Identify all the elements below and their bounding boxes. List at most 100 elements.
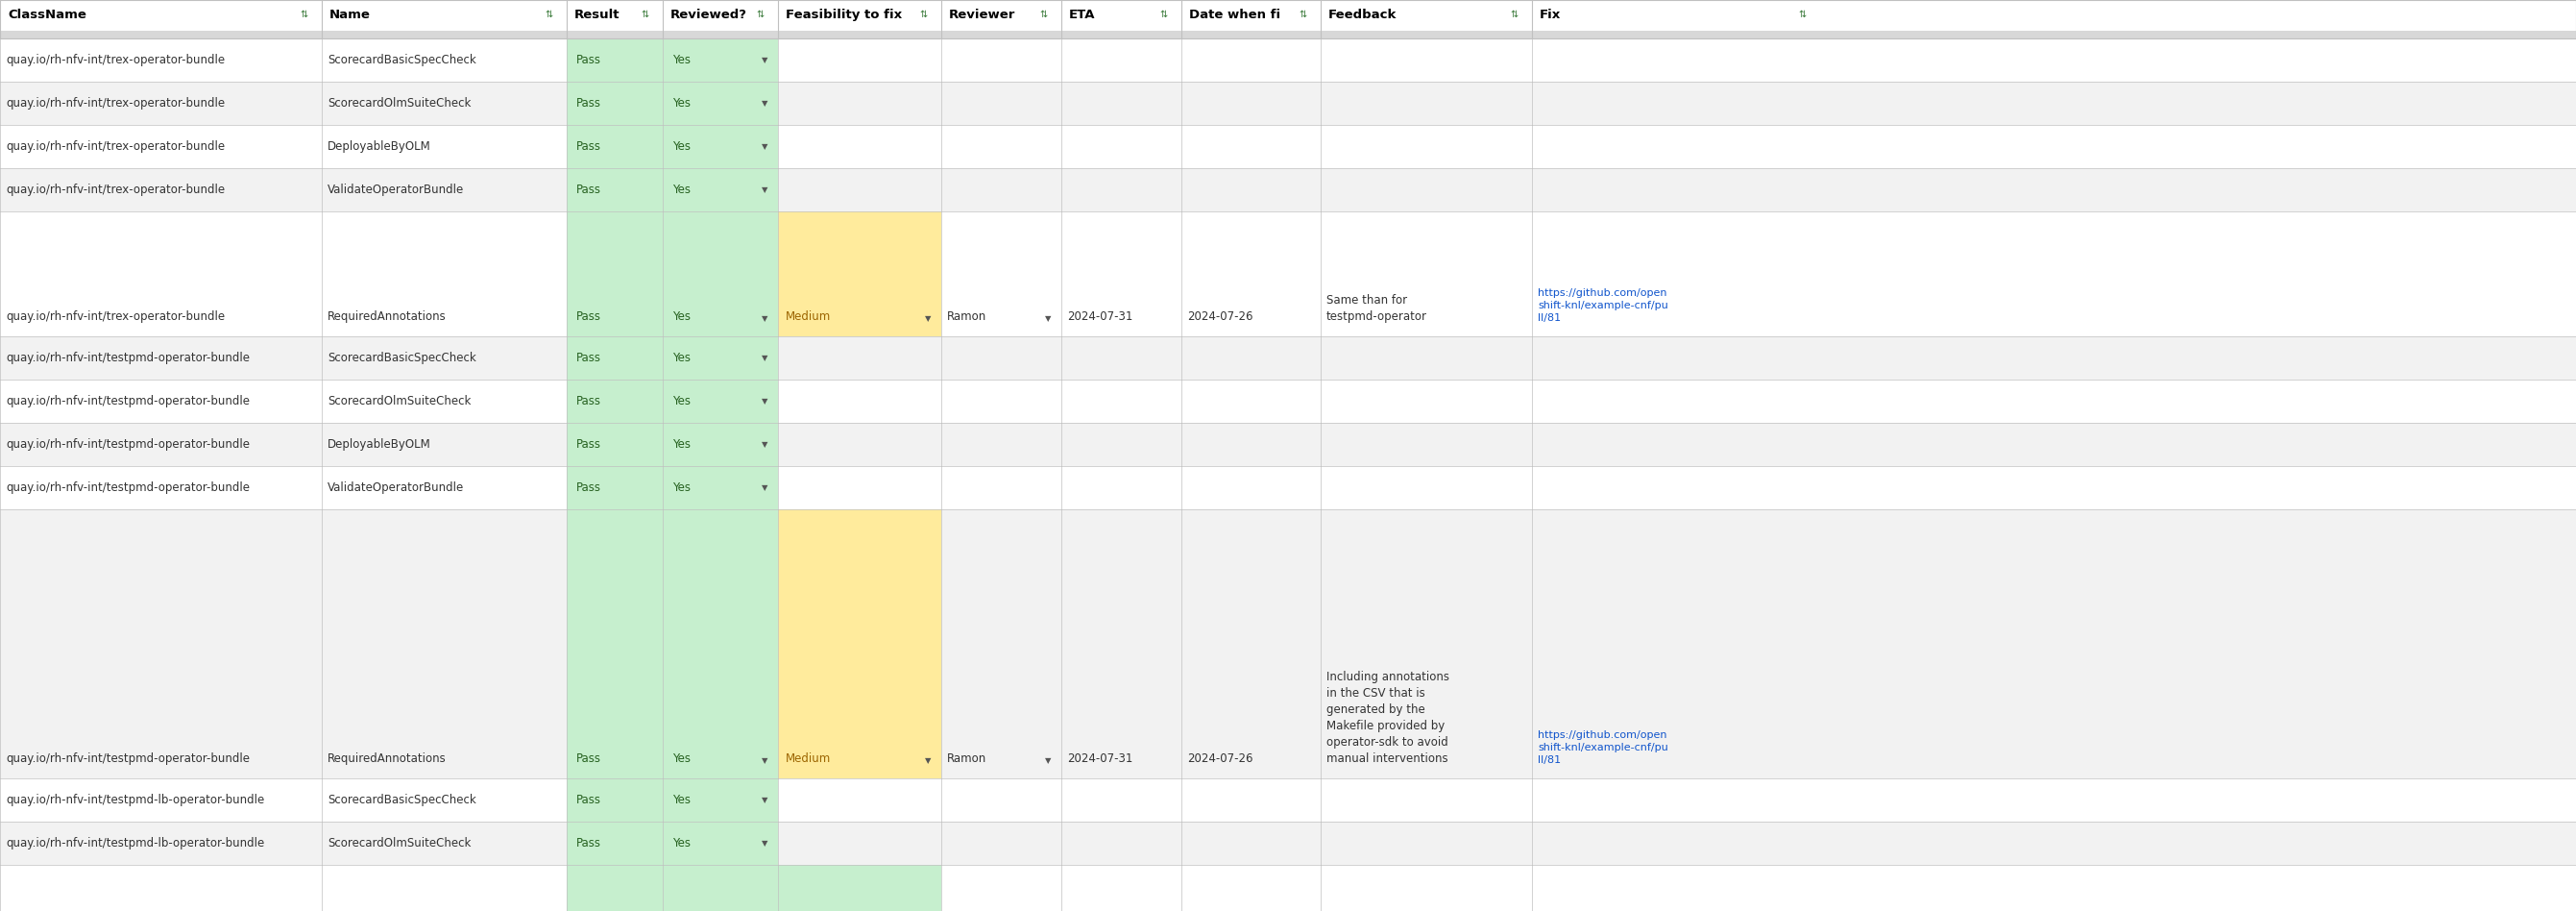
Text: DeployableByOLM: DeployableByOLM [327,140,430,153]
Text: ▼: ▼ [762,440,768,449]
Text: ▼: ▼ [762,795,768,804]
Bar [567,82,662,125]
Text: quay.io/rh-nfv-int/testpmd-operator-bundle: quay.io/rh-nfv-int/testpmd-operator-bund… [5,481,250,494]
Bar [0,169,2576,211]
Bar [0,423,2576,466]
Bar [0,380,2576,423]
Bar [662,380,778,423]
Text: Feasibility to fix: Feasibility to fix [786,8,902,21]
Text: ClassName: ClassName [8,8,88,21]
Text: Reviewed?: Reviewed? [670,8,747,21]
Text: Pass: Pass [577,352,600,364]
Bar [567,38,662,82]
Text: quay.io/rh-nfv-int/testpmd-operator-bundle: quay.io/rh-nfv-int/testpmd-operator-bund… [5,395,250,407]
Text: Yes: Yes [672,438,690,451]
Text: Pass: Pass [577,183,600,196]
Bar [662,865,778,911]
Text: ValidateOperatorBundle: ValidateOperatorBundle [327,481,464,494]
Text: https://github.com/open
shift-knl/example-cnf/pu
ll/81: https://github.com/open shift-knl/exampl… [1538,288,1669,322]
Text: quay.io/rh-nfv-int/trex-operator-bundle: quay.io/rh-nfv-int/trex-operator-bundle [5,97,224,109]
Text: ⇅: ⇅ [920,10,927,19]
Text: RequiredAnnotations: RequiredAnnotations [327,311,446,322]
Bar [778,509,940,778]
Text: quay.io/rh-nfv-int/testpmd-operator-bundle: quay.io/rh-nfv-int/testpmd-operator-bund… [5,352,250,364]
Text: ▼: ▼ [762,314,768,322]
Text: Pass: Pass [577,395,600,407]
Text: DeployableByOLM: DeployableByOLM [327,438,430,451]
Text: Medium: Medium [786,752,832,765]
Text: Yes: Yes [672,140,690,153]
Bar [567,125,662,169]
Text: ▼: ▼ [762,353,768,363]
Text: ⇅: ⇅ [1041,10,1048,19]
Text: ⇅: ⇅ [1798,10,1806,19]
Text: Including annotations
in the CSV that is
generated by the
Makefile provided by
o: Including annotations in the CSV that is… [1327,670,1450,765]
Text: ▼: ▼ [762,186,768,194]
Text: Yes: Yes [672,793,690,806]
Text: Yes: Yes [672,97,690,109]
Text: quay.io/rh-nfv-int/testpmd-operator-bundle: quay.io/rh-nfv-int/testpmd-operator-bund… [5,752,250,765]
Text: Yes: Yes [672,395,690,407]
Bar [567,169,662,211]
Text: Pass: Pass [577,54,600,67]
Bar [0,82,2576,125]
Text: Yes: Yes [672,352,690,364]
Text: ▼: ▼ [925,314,930,322]
Bar [0,778,2576,822]
Text: ▼: ▼ [762,839,768,847]
Text: ScorecardBasicSpecCheck: ScorecardBasicSpecCheck [327,793,477,806]
Bar [662,211,778,336]
Bar [567,211,662,336]
Text: ValidateOperatorBundle: ValidateOperatorBundle [327,183,464,196]
Bar [0,336,2576,380]
Bar [662,423,778,466]
Text: ⇅: ⇅ [757,10,765,19]
Text: Yes: Yes [672,54,690,67]
Text: ⇅: ⇅ [1159,10,1167,19]
Text: ⇅: ⇅ [546,10,554,19]
Bar [0,466,2576,509]
Bar [567,822,662,865]
Text: ▼: ▼ [762,397,768,405]
Text: 2024-07-26: 2024-07-26 [1188,311,1252,322]
Text: 2024-07-31: 2024-07-31 [1066,752,1133,765]
Bar [662,169,778,211]
Text: ⇅: ⇅ [1510,10,1520,19]
Bar [662,509,778,778]
Text: ScorecardOlmSuiteCheck: ScorecardOlmSuiteCheck [327,395,471,407]
Text: Pass: Pass [577,311,600,322]
Text: ▼: ▼ [1046,756,1051,765]
Bar [0,38,2576,82]
Bar [0,865,2576,911]
Text: Same than for
testpmd-operator: Same than for testpmd-operator [1327,294,1427,322]
Text: quay.io/rh-nfv-int/testpmd-operator-bundle: quay.io/rh-nfv-int/testpmd-operator-bund… [5,438,250,451]
Text: quay.io/rh-nfv-int/trex-operator-bundle: quay.io/rh-nfv-int/trex-operator-bundle [5,140,224,153]
Bar [662,778,778,822]
Text: Reviewer: Reviewer [948,8,1015,21]
Text: 2024-07-26: 2024-07-26 [1188,752,1252,765]
Bar [0,0,2576,38]
Text: Pass: Pass [577,752,600,765]
Text: ▼: ▼ [762,756,768,765]
Bar [778,865,940,911]
Bar [567,423,662,466]
Text: Result: Result [574,8,621,21]
Text: Yes: Yes [672,752,690,765]
Text: ▼: ▼ [762,484,768,492]
Text: Ramon: Ramon [948,752,987,765]
Text: quay.io/rh-nfv-int/testpmd-lb-operator-bundle: quay.io/rh-nfv-int/testpmd-lb-operator-b… [5,793,265,806]
Text: ▼: ▼ [925,756,930,765]
Bar [567,380,662,423]
Text: ScorecardOlmSuiteCheck: ScorecardOlmSuiteCheck [327,837,471,849]
Text: RequiredAnnotations: RequiredAnnotations [327,752,446,765]
Bar [567,336,662,380]
Text: Date when fi: Date when fi [1190,8,1280,21]
Bar [0,211,2576,336]
Text: ⇅: ⇅ [301,10,309,19]
Bar [567,778,662,822]
Text: ▼: ▼ [1046,314,1051,322]
Text: ▼: ▼ [762,99,768,107]
Bar [662,466,778,509]
Bar [778,211,940,336]
Text: ScorecardBasicSpecCheck: ScorecardBasicSpecCheck [327,54,477,67]
